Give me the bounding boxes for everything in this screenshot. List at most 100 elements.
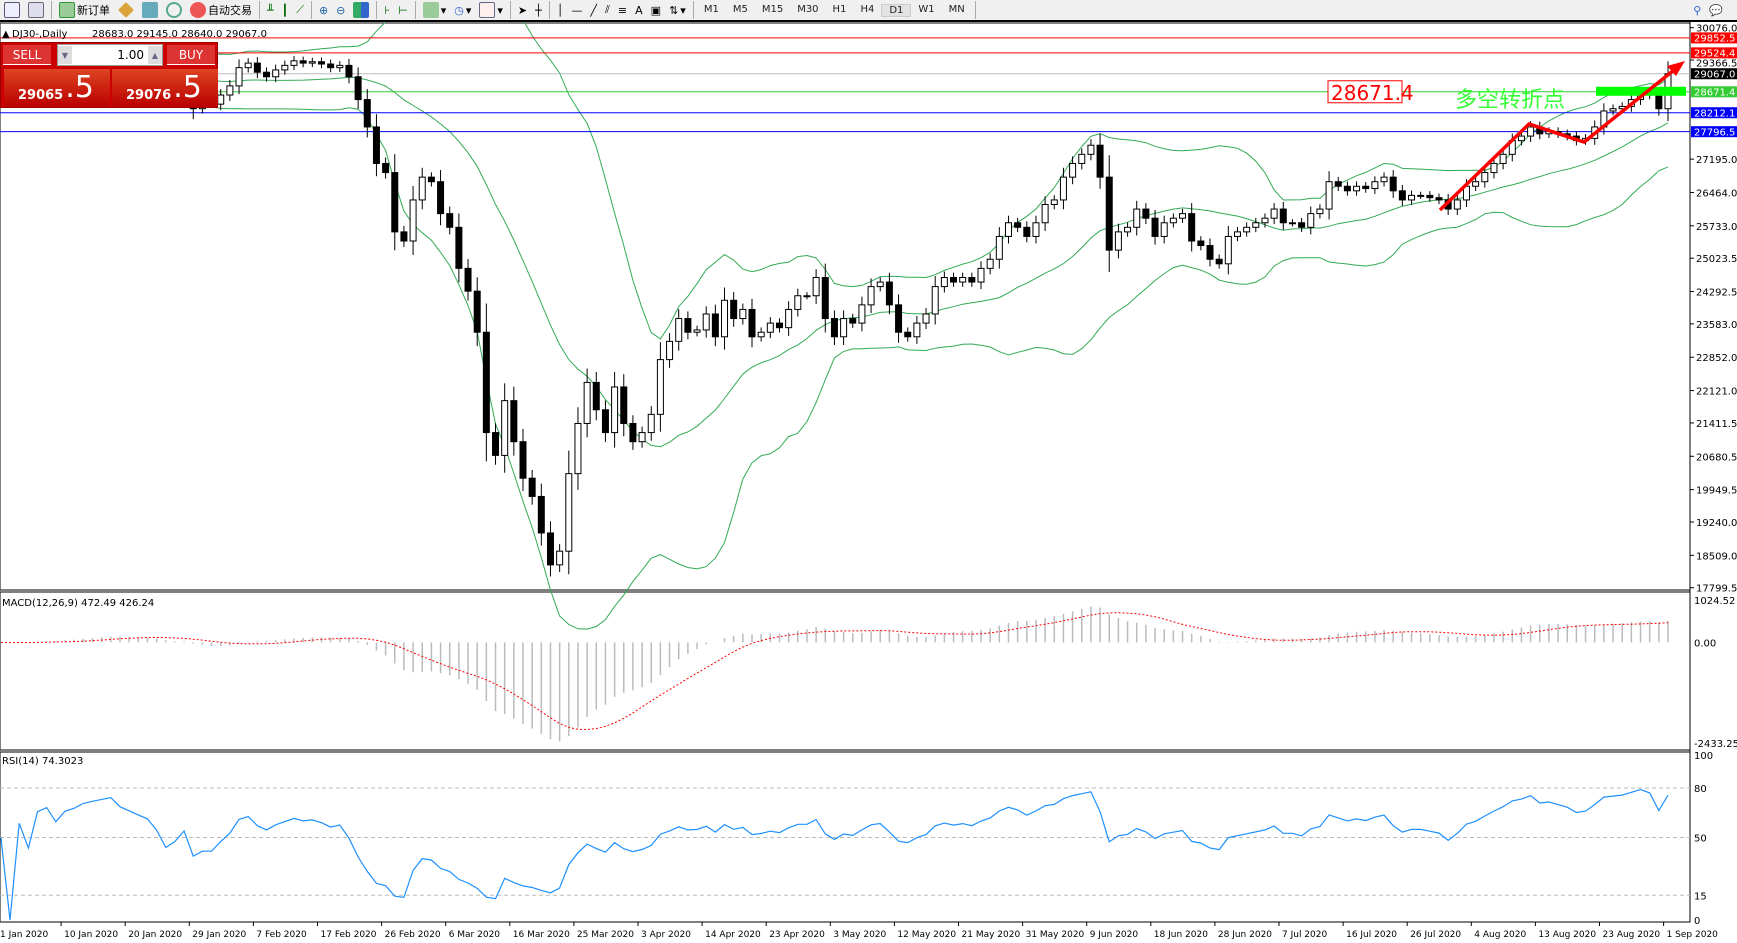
new-chart-button[interactable] [0,0,24,20]
timeframe-mn[interactable]: MN [948,3,965,15]
vertical-line-button[interactable]: │ [553,0,568,20]
zoom-in-button[interactable]: ⊕ [315,0,332,20]
candle [629,415,637,450]
timeframe-m30[interactable]: M30 [797,3,819,15]
templates-button[interactable]: ▾ [475,0,507,20]
candle [1160,215,1168,244]
candle [867,278,875,314]
lot-size-input[interactable]: ▼ 1.00 ▲ [57,44,163,66]
zoom-out-button[interactable]: ⊖ [332,0,349,20]
candle [647,406,655,441]
candle [583,368,591,438]
candle-body [1087,144,1095,155]
level-price-label: 29524.4 [1694,48,1735,59]
buy-price: 29076 [126,88,172,103]
market-watch-button[interactable] [114,0,138,20]
crosshair-icon: ┼ [535,3,542,17]
date-tick-label: 26 Jul 2020 [1410,930,1461,940]
candlestick-button[interactable]: ┃ [278,0,293,20]
candle [327,59,335,73]
chat-button[interactable]: 💬 [1705,0,1727,20]
candle-body [1179,213,1187,219]
arrow-head-icon [1667,61,1685,76]
candle [601,400,609,442]
date-tick-label: 6 Mar 2020 [449,930,501,940]
timeframe-h1[interactable]: H1 [832,3,847,15]
candle-body [492,432,500,456]
zoom-button[interactable] [24,0,48,20]
timeframe-m5[interactable]: M5 [732,3,748,15]
signals-button[interactable] [162,0,186,20]
line-chart-button[interactable]: ⟋ [292,0,308,20]
timeframe-group: M1 M5 M15 M30 H1 H4 D1 W1 MN [697,3,972,17]
timeframe-h4[interactable]: H4 [860,3,875,15]
candle [821,263,829,333]
fibonacci-button[interactable]: ≡ [614,0,631,20]
level-price-tag [1691,126,1737,138]
sell-button[interactable]: SELL [3,45,51,65]
price-tick-label: 21411.5 [1696,419,1737,430]
search-button[interactable]: ⚲ [1689,0,1705,20]
candle-body [455,226,463,269]
crosshair-button[interactable]: ┼ [531,0,546,20]
price-tick-label: 20680.5 [1696,452,1737,463]
date-tick-label: 10 Jan 2020 [64,930,118,940]
horizontal-line-button[interactable]: — [567,0,586,20]
candle-body [702,313,710,331]
date-tick-label: 21 May 2020 [962,930,1021,940]
candle-body [1142,208,1150,219]
date-tick-label: 25 Mar 2020 [577,930,634,940]
candle-body [382,162,390,174]
lot-value[interactable]: 1.00 [117,48,144,62]
buy-price-pip: .5 [173,70,202,105]
chart-symbol: DJ30-,Daily [12,29,68,40]
arrows-button[interactable]: ⇅ ▾ [669,3,686,17]
candle-body [1527,126,1535,137]
timeframe-m15[interactable]: M15 [761,3,784,15]
candle [1453,194,1461,215]
timeframe-d1[interactable]: D1 [881,3,912,17]
autoscroll-button[interactable]: ⊢ [394,0,412,20]
buy-button[interactable]: BUY [167,45,215,65]
cursor-button[interactable]: ➤ [514,0,531,20]
lot-increase-button[interactable]: ▲ [148,46,162,64]
candle-body [931,286,939,315]
tile-windows-button[interactable] [349,0,373,20]
candle-body [1105,176,1113,251]
lot-decrease-button[interactable]: ▼ [58,46,72,64]
new-order-label: 新订单 [77,4,110,17]
candle-body [1041,204,1049,224]
bar-chart-button[interactable]: ╨ [263,0,278,20]
candle-body [629,422,637,443]
auto-trading-button[interactable]: 自动交易 [186,0,256,20]
candle [235,59,243,95]
price-tick-label: 19949.5 [1696,486,1737,497]
equidistant-channel-button[interactable]: ⫽ [601,0,614,20]
chart-shift-button[interactable]: ⊦ [380,0,394,20]
candle [1435,193,1443,205]
candle [968,272,976,287]
candle-body [785,308,793,329]
candle [766,317,774,339]
separator [548,1,550,19]
text-label-button[interactable]: ▣ [647,0,665,20]
indicators-button[interactable]: ▾ [419,0,451,20]
new-order-button[interactable]: 新订单 [55,0,114,20]
terminal-button[interactable] [138,0,162,20]
candle [1014,217,1022,233]
candle-body [895,304,903,333]
candle-body [1252,222,1260,228]
candle [620,374,628,437]
text-button[interactable]: A [631,0,647,20]
buy-price-button[interactable]: 29076.5 [112,69,218,107]
chart-area[interactable]: 29852.5 29524.4 29067.0 28671.4 28212.1 27796… [0,22,1737,943]
sell-price-button[interactable]: 29065.5 [4,69,110,107]
timeframe-w1[interactable]: W1 [918,3,935,15]
candle-body [840,318,848,338]
candle [1206,238,1214,267]
candle-body [1316,208,1324,215]
candle-body [1215,258,1223,265]
timeframe-m1[interactable]: M1 [703,3,719,15]
trendline-button[interactable]: ╱ [586,0,601,20]
periods-button[interactable]: ◷ ▾ [454,3,472,17]
